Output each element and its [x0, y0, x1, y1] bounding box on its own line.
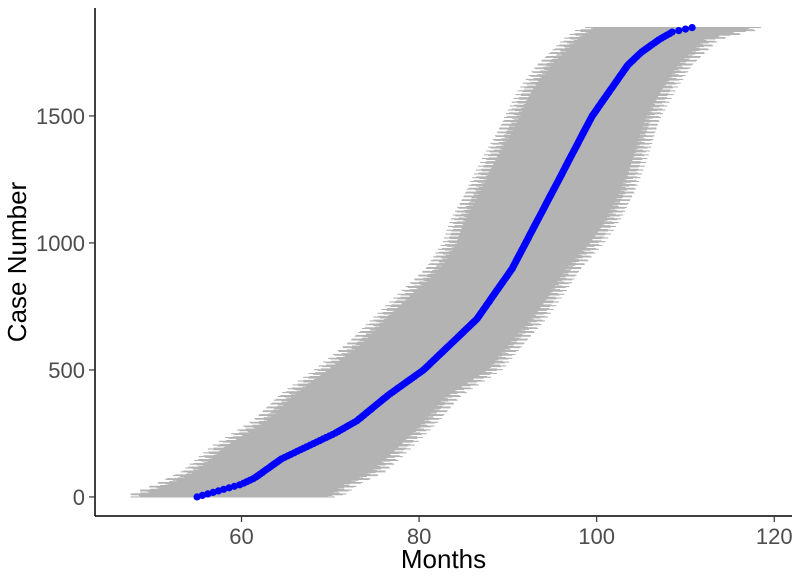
case-point: [668, 28, 676, 36]
y-axis: 0 500 1000 1500: [36, 104, 95, 510]
case-point: [198, 491, 206, 499]
case-point: [688, 24, 696, 32]
y-tick-label: 1500: [36, 104, 85, 129]
x-axis: 60 80 100 120: [229, 516, 793, 549]
case-point: [220, 485, 228, 493]
interval-band: [130, 27, 761, 498]
y-tick-label: 500: [48, 358, 85, 383]
x-axis-title: Months: [401, 544, 486, 574]
y-tick-label: 1000: [36, 231, 85, 256]
x-tick-label: 80: [407, 524, 431, 549]
y-axis-title: Case Number: [2, 181, 32, 342]
x-tick-label: 120: [756, 524, 793, 549]
case-point: [681, 25, 690, 33]
x-tick-label: 60: [229, 524, 253, 549]
y-tick-label: 0: [73, 485, 85, 510]
point-series: [193, 24, 696, 501]
case-point: [675, 27, 683, 35]
x-tick-label: 100: [578, 524, 615, 549]
